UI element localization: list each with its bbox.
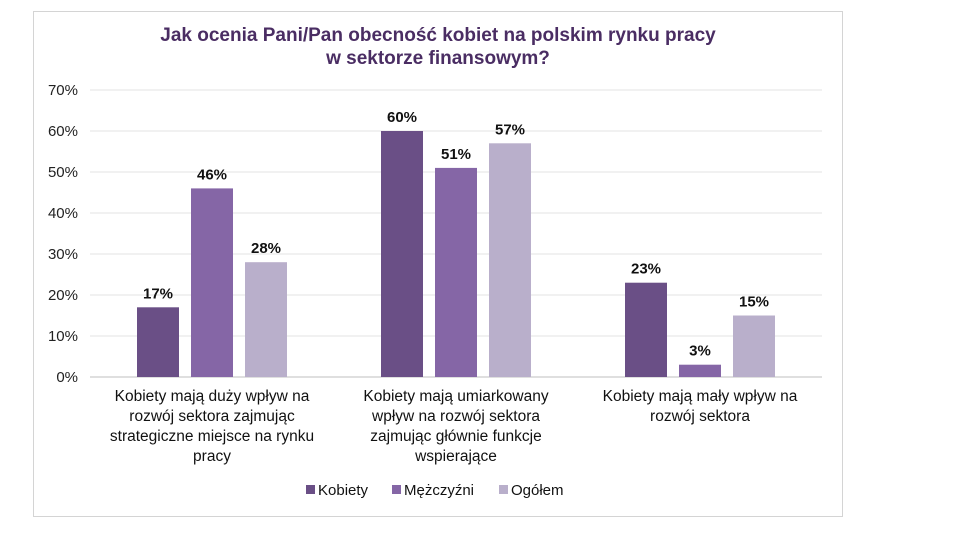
y-tick-label: 70%	[48, 82, 78, 99]
legend-swatch-ogółem	[499, 485, 508, 494]
y-tick-label: 30%	[48, 246, 78, 263]
category-label: Kobiety mają umiarkowany	[363, 388, 548, 405]
bar-ogółem-3	[733, 315, 775, 377]
y-tick-label: 60%	[48, 123, 78, 140]
data-label: 23%	[631, 261, 661, 278]
bar-kobiety-3	[625, 282, 667, 377]
y-tick-label: 0%	[56, 369, 78, 386]
y-tick-label: 50%	[48, 164, 78, 181]
category-label: wpływ na rozwój sektora	[371, 408, 540, 425]
category-label: Kobiety mają duży wpływ na	[115, 388, 310, 405]
chart-title-line-1: Jak ocenia Pani/Pan obecność kobiet na p…	[160, 25, 716, 46]
category-label: Kobiety mają mały wpływ na	[603, 388, 798, 405]
category-label: rozwój sektora	[650, 408, 750, 425]
category-label: zajmując głównie funkcje	[370, 428, 541, 445]
bar-mężczyźni-2	[435, 167, 477, 377]
bar-kobiety-2	[381, 131, 423, 377]
legend-label: Kobiety	[318, 482, 369, 499]
y-tick-label: 10%	[48, 328, 78, 345]
data-label: 15%	[739, 294, 769, 311]
data-label: 17%	[143, 285, 173, 302]
bar-ogółem-1	[245, 262, 287, 377]
category-label: strategiczne miejsce na rynku	[110, 428, 314, 445]
bar-mężczyźni-3	[679, 364, 721, 377]
bar-kobiety-1	[137, 307, 179, 377]
data-label: 3%	[689, 343, 711, 360]
category-label: wspierające	[414, 448, 497, 465]
bar-mężczyźni-1	[191, 188, 233, 377]
data-label: 60%	[387, 109, 417, 126]
data-label: 51%	[441, 146, 471, 163]
legend-label: Ogółem	[511, 482, 564, 499]
category-label: pracy	[193, 448, 231, 465]
data-label: 46%	[197, 166, 227, 183]
data-label: 28%	[251, 240, 281, 257]
chart-title-line-2: w sektorze finansowym?	[325, 48, 550, 69]
legend-label: Mężczyźni	[404, 482, 474, 499]
y-tick-label: 40%	[48, 205, 78, 222]
category-label: rozwój sektora zajmując	[129, 408, 295, 425]
legend-swatch-mężczyźni	[392, 485, 401, 494]
legend-swatch-kobiety	[306, 485, 315, 494]
y-tick-label: 20%	[48, 287, 78, 304]
bar-ogółem-2	[489, 143, 531, 377]
data-label: 57%	[495, 121, 525, 138]
